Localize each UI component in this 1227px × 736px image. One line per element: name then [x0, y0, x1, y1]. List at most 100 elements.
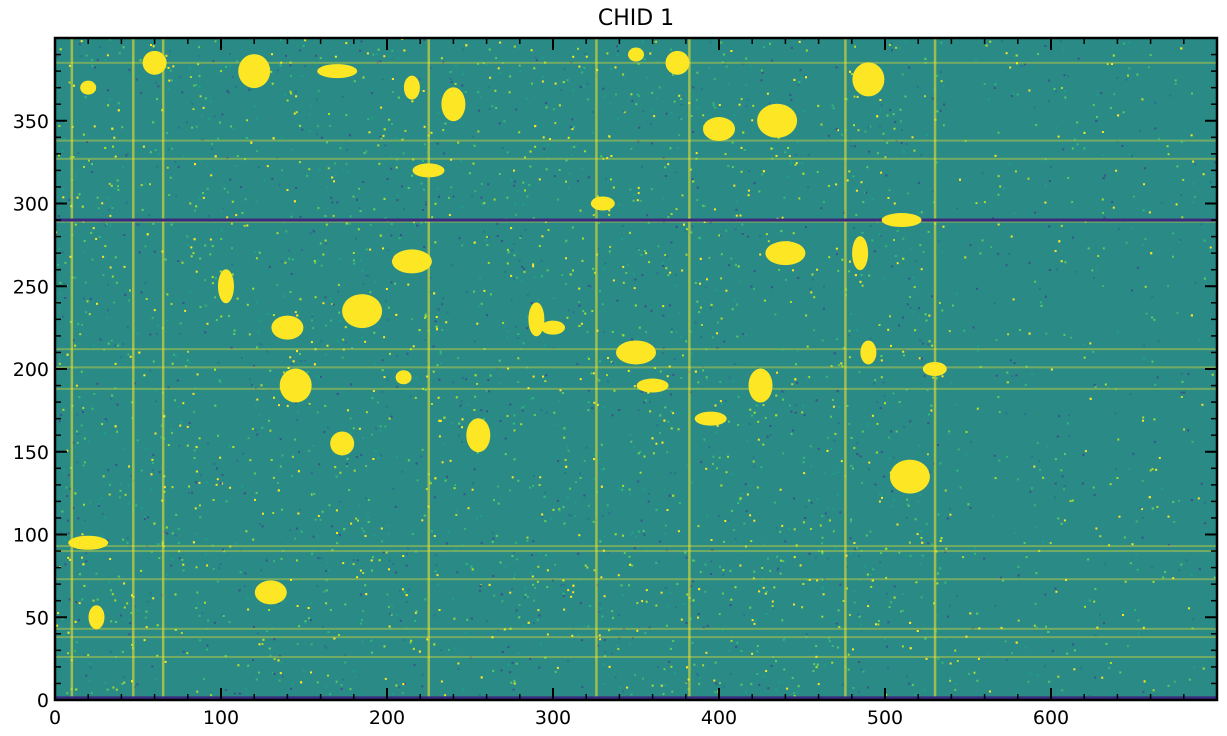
noise-pixel: [621, 238, 624, 240]
noise-pixel: [115, 688, 118, 691]
noise-pixel: [117, 344, 120, 347]
noise-pixel: [110, 339, 113, 342]
noise-pixel: [908, 541, 911, 544]
noise-pixel: [1088, 694, 1091, 697]
bright-blob: [616, 340, 656, 365]
noise-pixel: [751, 619, 754, 622]
noise-pixel: [576, 363, 579, 366]
noise-pixel: [858, 555, 861, 558]
noise-pixel: [290, 92, 293, 95]
noise-pixel: [898, 47, 901, 50]
noise-pixel: [219, 456, 222, 459]
bright-blob: [541, 320, 565, 335]
noise-pixel: [273, 672, 276, 675]
noise-pixel: [67, 532, 70, 535]
noise-pixel: [885, 693, 888, 696]
noise-pixel: [87, 654, 90, 657]
noise-pixel: [603, 535, 606, 538]
noise-pixel: [170, 428, 172, 431]
noise-pixel: [769, 425, 772, 427]
noise-pixel: [480, 302, 483, 305]
noise-pixel: [858, 661, 861, 664]
noise-pixel: [345, 222, 348, 225]
noise-pixel: [820, 123, 823, 126]
noise-pixel: [1062, 148, 1065, 151]
noise-pixel: [907, 504, 910, 507]
noise-pixel: [998, 411, 1001, 414]
noise-pixel: [815, 655, 818, 658]
noise-pixel: [643, 533, 646, 536]
noise-pixel: [807, 154, 810, 157]
noise-pixel: [1214, 161, 1217, 164]
noise-pixel: [129, 622, 132, 625]
noise-pixel: [1004, 640, 1007, 643]
noise-pixel: [103, 431, 106, 434]
noise-pixel: [401, 470, 404, 473]
noise-pixel: [1176, 165, 1179, 168]
noise-pixel: [857, 613, 860, 616]
noise-pixel: [690, 352, 693, 355]
noise-pixel: [1091, 269, 1094, 272]
noise-pixel: [1106, 63, 1109, 66]
noise-pixel: [380, 106, 383, 109]
noise-pixel: [522, 624, 525, 627]
noise-pixel: [514, 213, 517, 216]
noise-pixel: [395, 571, 397, 574]
noise-pixel: [146, 233, 149, 236]
noise-pixel: [143, 374, 146, 377]
noise-pixel: [598, 636, 601, 639]
noise-pixel: [59, 358, 62, 361]
noise-pixel: [457, 141, 460, 144]
noise-pixel: [214, 155, 217, 158]
noise-pixel: [126, 541, 129, 544]
noise-pixel: [290, 688, 292, 690]
noise-pixel: [429, 482, 432, 485]
noise-pixel: [513, 458, 516, 461]
noise-pixel: [622, 265, 625, 268]
noise-pixel: [349, 688, 352, 691]
noise-pixel: [833, 439, 836, 442]
noise-pixel: [1058, 415, 1061, 418]
noise-pixel: [355, 675, 358, 678]
noise-pixel: [268, 419, 270, 422]
noise-pixel: [517, 337, 520, 339]
noise-pixel: [265, 559, 268, 562]
noise-pixel: [650, 309, 653, 312]
noise-pixel: [363, 530, 365, 533]
noise-pixel: [332, 303, 335, 306]
noise-pixel: [299, 360, 302, 362]
noise-pixel: [532, 540, 535, 543]
noise-pixel: [361, 527, 364, 530]
noise-pixel: [703, 205, 706, 208]
noise-pixel: [372, 458, 375, 460]
noise-pixel: [174, 534, 177, 537]
noise-pixel: [599, 290, 601, 293]
noise-pixel: [886, 645, 888, 648]
noise-pixel: [163, 486, 166, 489]
noise-pixel: [891, 109, 894, 112]
noise-pixel: [616, 54, 619, 57]
noise-pixel: [337, 339, 339, 342]
noise-pixel: [110, 589, 112, 592]
noise-pixel: [296, 314, 299, 317]
noise-pixel: [324, 404, 327, 407]
noise-pixel: [1167, 543, 1170, 546]
noise-pixel: [179, 75, 182, 78]
noise-pixel: [1064, 90, 1066, 93]
noise-pixel: [567, 589, 570, 592]
noise-pixel: [205, 481, 208, 484]
noise-pixel: [941, 661, 944, 664]
noise-pixel: [165, 54, 168, 57]
noise-pixel: [852, 648, 854, 651]
noise-pixel: [941, 375, 944, 378]
noise-pixel: [1187, 373, 1190, 376]
noise-pixel: [330, 297, 333, 300]
noise-pixel: [838, 626, 841, 628]
noise-pixel: [545, 106, 548, 109]
noise-pixel: [170, 564, 173, 567]
noise-pixel: [92, 599, 95, 602]
noise-pixel: [117, 188, 120, 191]
noise-pixel: [1033, 465, 1036, 468]
noise-pixel: [868, 468, 870, 471]
noise-pixel: [513, 577, 516, 580]
